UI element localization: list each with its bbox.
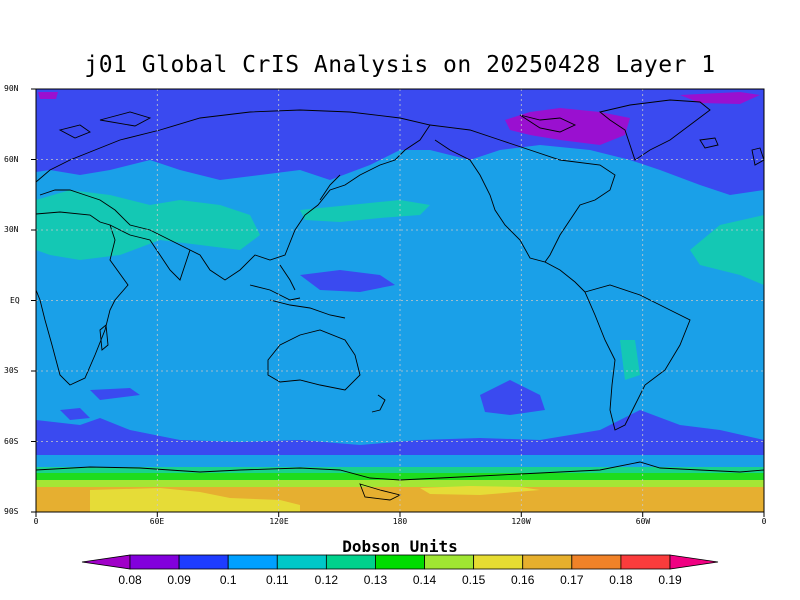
field-blue-south-band: [36, 410, 764, 455]
field-antarctic-yellow-green: [36, 480, 764, 487]
colorbar-tick-label: 0.08: [118, 573, 142, 587]
lon-label-120e: 120E: [269, 517, 289, 526]
colorbar-tick-label: 0.13: [363, 573, 388, 587]
field-blue-sopac: [480, 380, 545, 415]
colorbar-swatch: [227, 554, 278, 570]
colorbar-swatch: [522, 554, 573, 570]
lat-label-30n: 30N: [4, 225, 19, 234]
colorbar-tick-label: 0.09: [167, 573, 191, 587]
field-blue-tropic-west: [300, 270, 395, 292]
field-teal-andes: [620, 340, 640, 380]
colorbar-swatch: [178, 554, 229, 570]
colorbar-swatch: [129, 554, 180, 570]
colorbar-high-triangle: [669, 554, 719, 570]
coastlines: [36, 99, 764, 501]
field-arctic-min: [505, 108, 630, 145]
colorbar-tick-label: 0.16: [511, 573, 535, 587]
lon-label-120w: 120W: [511, 517, 531, 526]
field-antarctic-yellow: [90, 488, 300, 512]
lat-label-60n: 60N: [4, 155, 19, 164]
axis-ticks: [31, 88, 765, 517]
field-arctic-min-3: [38, 92, 58, 99]
colorbar-tick-label: 0.18: [609, 573, 633, 587]
colorbar-swatch: [424, 554, 475, 570]
lon-label-0-right: 0: [761, 517, 767, 526]
lon-label-60e: 60E: [149, 517, 165, 526]
lon-label-0-left: 0: [33, 517, 39, 526]
colorbar: [81, 554, 719, 570]
field-teal-asia-africa: [36, 190, 260, 260]
field-arctic-min-2: [680, 92, 760, 104]
colorbar-swatch: [375, 554, 425, 570]
lat-label-eq: EQ: [10, 296, 20, 305]
field-teal-atlantic: [690, 215, 764, 285]
gridlines: [36, 89, 764, 512]
lat-label-90s: 90S: [4, 507, 19, 516]
colorbar-swatch: [325, 554, 376, 570]
colorbar-swatch: [276, 554, 327, 570]
colorbar-swatch: [571, 554, 622, 570]
colorbar-low-triangle: [81, 554, 131, 570]
map-title: j01 Global CrIS Analysis on 20250428 Lay…: [84, 52, 716, 78]
lat-label-30s: 30S: [4, 366, 19, 375]
colorbar-tick-label: 0.1: [219, 573, 237, 587]
colorbar-tick-label: 0.12: [314, 573, 339, 587]
colorbar-swatch: [620, 554, 671, 570]
colorbar-tick-label: 0.19: [658, 573, 682, 587]
lon-label-180: 180: [392, 517, 408, 526]
field-blue-sindian: [90, 388, 140, 400]
colorbar-tick-label: 0.11: [266, 573, 289, 587]
colorbar-tick-label: 0.15: [461, 573, 486, 587]
field-antarctic-yellow-2: [420, 486, 540, 495]
colorbar-tick-label: 0.14: [412, 573, 437, 587]
colorbar-swatch: [473, 554, 524, 570]
field-teal-pacific: [300, 200, 430, 222]
lat-label-60s: 60S: [4, 437, 19, 446]
field-antarctic-green: [36, 473, 764, 480]
lon-label-60w: 60W: [635, 517, 651, 526]
colorbar-units-label: Dobson Units: [342, 537, 458, 556]
field-blue-sindian-2: [60, 408, 90, 420]
lat-label-90n: 90N: [4, 84, 19, 93]
colorbar-tick-label: 0.17: [560, 573, 584, 587]
